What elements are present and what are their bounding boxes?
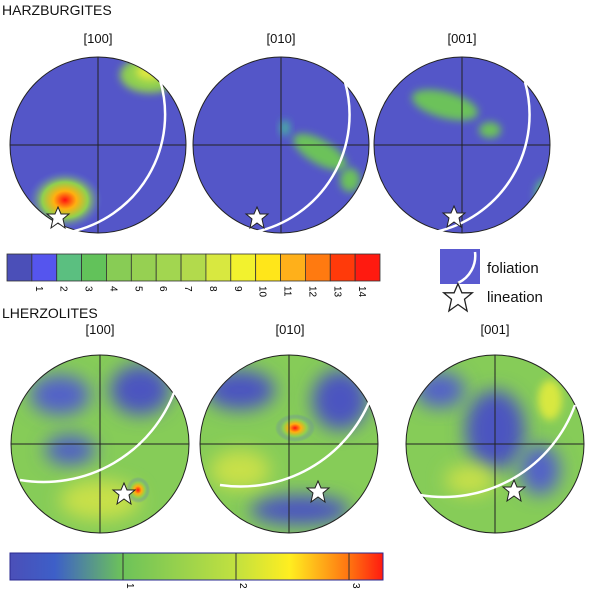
colorbar-tick-label: 1 — [124, 583, 135, 589]
colorbar-tick-label: 9 — [232, 286, 243, 292]
colorbar-tick-label: 11 — [282, 286, 293, 297]
colorbar-tick-label: 8 — [207, 286, 218, 292]
colorbar-segment — [155, 253, 182, 282]
colorbar-segment — [81, 253, 107, 282]
lineation-stars — [45, 204, 527, 506]
harz-100-label: [100] — [83, 31, 113, 46]
colorbar-segment — [31, 253, 58, 282]
colorbar-segment — [56, 253, 83, 282]
foliation-arcs — [19, 79, 577, 499]
colorbar-lherzolites: 1 2 3 — [9, 552, 384, 589]
colorbar-tick-label: 7 — [182, 286, 193, 292]
colorbar-tick-label: 10 — [257, 286, 268, 298]
harzburgites-title: HARZBURGITES — [2, 2, 112, 18]
pole-figure-frames — [9, 56, 585, 534]
colorbar-tick-label: 3 — [83, 286, 94, 292]
legend-foliation-label: foliation — [487, 260, 539, 277]
colorbar-segment — [106, 253, 132, 282]
colorbar-tick-label: 14 — [356, 286, 367, 298]
lherz-100-label: [100] — [85, 322, 115, 337]
legend-lineation-label: lineation — [487, 289, 543, 306]
legend — [440, 249, 480, 313]
star-icon — [305, 479, 331, 504]
lherz-001-label: [001] — [480, 322, 510, 337]
colorbar-segment — [280, 253, 306, 282]
colorbar-tick-label: 5 — [132, 286, 143, 292]
harz-001-label: [001] — [447, 31, 477, 46]
lineation-star-icon — [441, 282, 475, 313]
colorbar-tick-label: 2 — [58, 286, 69, 292]
colorbar-tick-label: 1 — [33, 286, 44, 292]
colorbar-tick-label: 4 — [107, 286, 118, 292]
colorbar-tick-label: 3 — [350, 583, 361, 589]
colorbar-tick-label: 12 — [306, 286, 317, 298]
colorbar-tick-label: 6 — [157, 286, 168, 292]
colorbar-segment — [130, 253, 157, 282]
harz-010-label: [010] — [266, 31, 296, 46]
star-icon — [244, 205, 270, 230]
colorbar-segment — [230, 253, 257, 282]
star-icon — [45, 205, 71, 230]
colorbar-tick-label: 13 — [331, 286, 342, 298]
star-icon — [441, 204, 467, 229]
star-icon — [111, 481, 137, 506]
star-icon — [501, 478, 527, 503]
colorbar-segment — [180, 253, 207, 282]
lherz-010-label: [010] — [275, 322, 305, 337]
colorbar-harzburgites: 1 2 3 4 5 6 7 8 9 10 11 12 13 14 — [6, 253, 381, 298]
colorbar-tick-label: 2 — [237, 583, 248, 589]
colorbar-segment — [255, 253, 281, 282]
colorbar-segment — [6, 253, 33, 282]
colorbar-segment — [205, 253, 232, 282]
colorbar-segment — [329, 253, 356, 282]
colorbar-segment — [354, 253, 381, 282]
lherzolites-title: LHERZOLITES — [2, 305, 98, 321]
colorbar-segment — [304, 253, 331, 282]
